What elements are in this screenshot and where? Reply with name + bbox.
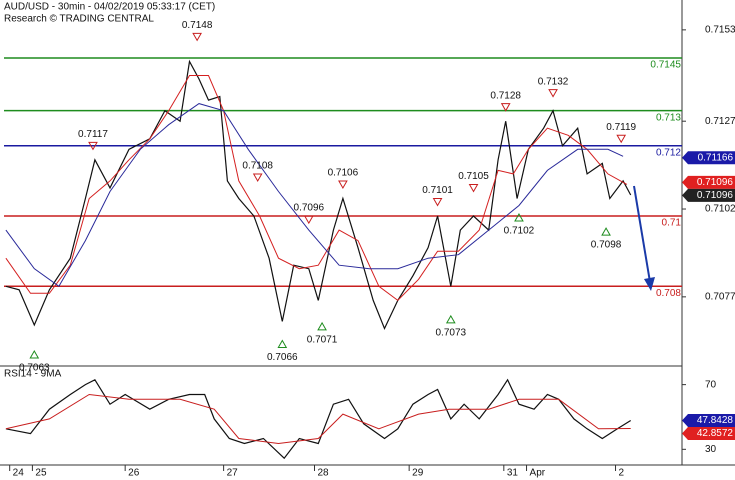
price-badge-label: 0.71096 xyxy=(697,177,734,188)
y-tick-label: 0.7127 xyxy=(705,116,735,127)
high-marker xyxy=(303,215,314,225)
high-label: 0.7105 xyxy=(458,171,489,182)
high-marker xyxy=(192,32,202,42)
x-tick-label: 24 xyxy=(13,468,25,479)
x-tick-label: 2 xyxy=(619,468,625,479)
high-label: 0.7096 xyxy=(294,203,325,214)
high-marker xyxy=(500,103,511,112)
low-marker xyxy=(317,321,327,331)
price-badge-label: 0.71166 xyxy=(698,152,734,163)
low-label: 0.7063 xyxy=(19,363,50,374)
y-tick-label: 30 xyxy=(705,444,717,455)
price-badge xyxy=(682,413,735,427)
low-marker xyxy=(29,350,40,359)
price-badge xyxy=(682,175,735,189)
high-marker xyxy=(616,134,627,144)
high-label: 0.7108 xyxy=(242,161,273,172)
high-marker xyxy=(338,180,348,189)
high-label: 0.7148 xyxy=(182,20,213,31)
low-marker xyxy=(445,314,456,324)
low-label: 0.7073 xyxy=(436,328,467,339)
series-line xyxy=(5,393,631,445)
y-tick-label: 0.7077 xyxy=(705,291,735,302)
series-line xyxy=(5,75,628,302)
high-marker xyxy=(88,141,98,151)
x-tick-label: Apr xyxy=(530,468,546,479)
low-marker xyxy=(277,339,288,348)
price-badge xyxy=(682,188,735,202)
high-label: 0.7119 xyxy=(606,122,636,133)
high-marker xyxy=(548,89,558,98)
rsi-title: RSI14 - 9MA xyxy=(4,369,62,380)
level-label: 0.7145 xyxy=(650,60,681,71)
low-label: 0.7071 xyxy=(307,335,338,346)
x-tick-label: 25 xyxy=(35,468,47,479)
x-tick-label: 28 xyxy=(317,468,329,479)
series-line xyxy=(5,103,624,288)
y-tick-label: 0.7102 xyxy=(705,204,735,215)
plot: 0.71530.71270.71020.70770.71450.7130.712… xyxy=(4,20,735,479)
y-tick-label: 70 xyxy=(705,379,717,390)
chart-subtitle: Research © TRADING CENTRAL xyxy=(4,14,154,25)
high-label: 0.7128 xyxy=(490,90,521,101)
level-label: 0.713 xyxy=(656,112,681,123)
low-label: 0.7066 xyxy=(267,352,298,363)
x-tick-label: 27 xyxy=(227,468,239,479)
high-marker xyxy=(252,173,263,182)
high-label: 0.7117 xyxy=(78,129,108,140)
price-badge-label: 0.71096 xyxy=(697,190,734,201)
price-badge xyxy=(682,426,735,440)
high-marker xyxy=(468,183,479,193)
low-label: 0.7098 xyxy=(591,240,622,251)
price-badge-label: 47.8428 xyxy=(697,415,734,426)
price-badge-label: 42.8572 xyxy=(697,428,734,439)
chart-title: AUD/USD - 30min - 04/02/2019 05:33:17 (C… xyxy=(4,2,215,13)
arrow-head xyxy=(644,277,655,291)
level-label: 0.71 xyxy=(662,218,682,229)
projection-arrow xyxy=(633,185,651,283)
high-label: 0.7101 xyxy=(422,185,453,196)
level-label: 0.712 xyxy=(656,147,681,158)
low-label: 0.7102 xyxy=(504,226,535,237)
y-tick-label: 0.7153 xyxy=(705,25,735,36)
low-marker xyxy=(514,213,524,222)
x-tick-label: 31 xyxy=(507,468,519,479)
x-tick-label: 29 xyxy=(412,468,424,479)
x-tick-label: 26 xyxy=(128,468,140,479)
high-label: 0.7132 xyxy=(538,76,569,87)
price-badge xyxy=(682,151,735,165)
level-label: 0.708 xyxy=(656,288,681,299)
high-label: 0.7106 xyxy=(328,168,359,179)
high-marker xyxy=(432,198,443,207)
low-marker xyxy=(601,227,611,236)
series-line xyxy=(5,59,632,330)
